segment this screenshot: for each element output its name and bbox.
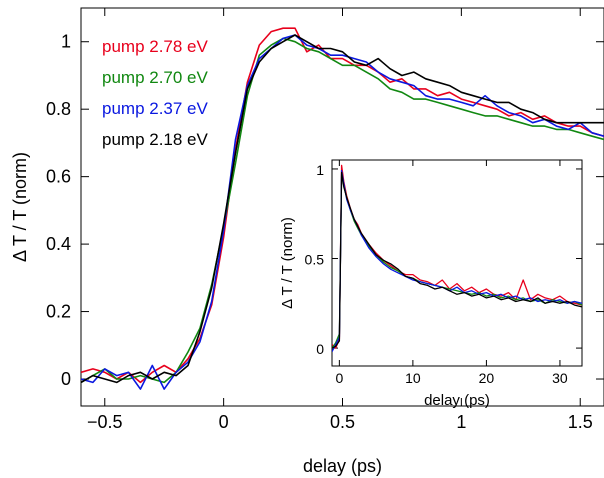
inset-x-tick-label: 0 [335,370,343,386]
main-y-axis-label: Δ T / T (norm) [10,152,30,262]
inset-x-tick-label: 10 [405,370,421,386]
main-series-line-0 [81,27,604,384]
legend-entry-3: pump 2.18 eV [102,130,209,149]
main-series-line-1 [81,37,604,384]
inset-series-line-3 [332,171,582,349]
main-y-tick-label: 0.4 [46,234,71,254]
legend-entry-0: pump 2.78 eV [102,37,209,56]
legend-entry-1: pump 2.70 eV [102,68,209,87]
legend-entry-2: pump 2.37 eV [102,99,209,118]
inset-plot-frame [331,159,583,367]
main-x-tick-label: 1 [456,412,466,432]
inset-x-axis-label: delay (ps) [424,392,490,409]
inset-series-group [332,164,582,352]
inset-y-tick-label: 1 [316,162,324,178]
main-y-tick-label: 1 [61,32,71,52]
main-y-tick-label: 0.6 [46,167,71,187]
inset-x-tick-label: 20 [479,370,495,386]
main-y-tick-label: 0.2 [46,302,71,322]
main-series-group [81,27,604,390]
inset-chart: 0 10 20 30 0 0.5 1 delay (ps) Δ T / T (norm) [279,159,583,409]
inset-y-tick-label: 0 [316,341,324,357]
inset-x-tick-label: 30 [552,370,568,386]
inset-y-axis-label: Δ T / T (norm) [279,217,296,309]
inset-y-tick-label: 0.5 [305,252,325,268]
main-x-tick-label: −0.5 [87,412,123,432]
main-x-axis-label: delay (ps) [303,456,382,476]
main-y-tick-label: 0 [61,369,71,389]
main-x-tick-label: 0 [219,412,229,432]
main-series-line-2 [81,34,604,390]
main-y-tick-label: 0.8 [46,99,71,119]
main-x-tick-label: 0.5 [330,412,355,432]
main-x-tick-label: 1.5 [568,412,593,432]
main-series-line-3 [81,34,604,384]
